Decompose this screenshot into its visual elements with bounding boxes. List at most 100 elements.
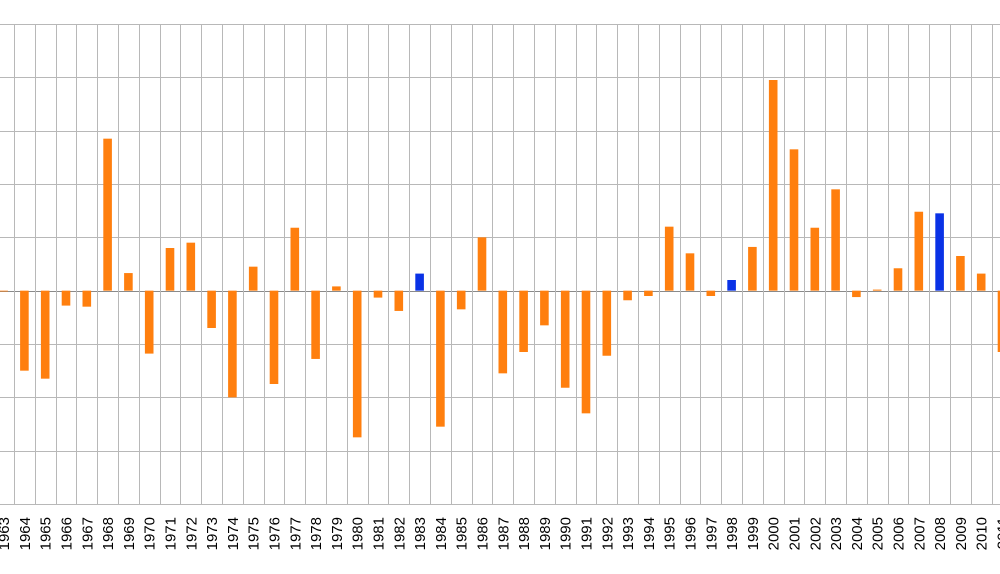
bar-1997 [706, 290, 716, 296]
bar-1988 [519, 290, 528, 352]
bar-2011 [997, 290, 1000, 352]
bar-1992 [602, 290, 612, 356]
bar-1975 [248, 266, 258, 291]
x-tick-label-1981: 1981 [371, 517, 388, 550]
x-tick-label-1969: 1969 [121, 517, 138, 550]
bar-1998 [727, 280, 736, 291]
x-tick-label-1985: 1985 [454, 517, 471, 550]
bar-2008 [935, 213, 944, 291]
x-tick-label-1970: 1970 [142, 517, 159, 550]
x-tick-label-1964: 1964 [17, 517, 34, 550]
x-tick-labels: 1963 1964 1965 1966 1967 1968 1969 1970 1971 1972… [0, 517, 1000, 550]
bar-1982 [394, 290, 404, 311]
bar-1993 [623, 290, 632, 301]
bar-2004 [852, 290, 861, 298]
bar-1999 [748, 246, 757, 291]
bar-1963 [0, 290, 8, 292]
x-tick-label-1999: 1999 [745, 517, 762, 550]
x-tick-label-2009: 2009 [953, 517, 970, 550]
x-tick-label-1963: 1963 [0, 517, 13, 550]
x-tick-label-1980: 1980 [350, 517, 367, 550]
vertical-gridlines [14, 24, 993, 504]
x-tick-label-1984: 1984 [433, 517, 450, 550]
x-tick-label-1992: 1992 [599, 517, 616, 550]
x-tick-label-2008: 2008 [932, 517, 949, 550]
x-tick-label-1994: 1994 [641, 517, 658, 550]
bar-1974 [228, 290, 237, 398]
bar-1968 [103, 138, 112, 291]
x-tick-label-1974: 1974 [225, 517, 242, 550]
x-tick-label-1977: 1977 [287, 517, 304, 550]
x-tick-label-1995: 1995 [662, 517, 679, 550]
x-tick-label-2000: 2000 [766, 517, 783, 550]
bar-2007 [914, 211, 924, 291]
bar-1972 [186, 242, 196, 291]
bar-series [0, 80, 1000, 438]
x-tick-label-1971: 1971 [163, 517, 180, 550]
bar-1964 [20, 290, 29, 371]
bar-1995 [664, 226, 674, 291]
x-tick-label-2002: 2002 [807, 517, 824, 550]
bar-1973 [207, 290, 216, 328]
bar-1984 [436, 290, 445, 427]
x-tick-label-1990: 1990 [558, 517, 575, 550]
x-tick-label-1997: 1997 [703, 517, 720, 550]
bar-1980 [352, 290, 362, 438]
bar-1981 [373, 290, 383, 298]
x-tick-label-1991: 1991 [579, 517, 596, 550]
bar-1966 [61, 290, 71, 306]
bar-1991 [581, 290, 591, 414]
x-tick-label-2005: 2005 [870, 517, 887, 550]
bar-2000 [768, 80, 778, 291]
x-tick-label-1972: 1972 [183, 517, 200, 550]
bar-1986 [477, 237, 487, 291]
bar-2001 [789, 149, 799, 291]
x-tick-label-2003: 2003 [828, 517, 845, 550]
bar-1970 [144, 290, 154, 354]
bar-2006 [893, 268, 903, 291]
bar-1971 [165, 248, 175, 291]
bar-2010 [976, 273, 986, 291]
bar-2005 [872, 289, 882, 291]
bar-1994 [644, 290, 653, 296]
x-tick-label-1989: 1989 [537, 517, 554, 550]
bar-2002 [810, 227, 820, 291]
x-tick-label-2001: 2001 [787, 517, 804, 550]
x-tick-label-2004: 2004 [849, 517, 866, 550]
bar-1996 [685, 253, 695, 291]
x-tick-label-2010: 2010 [974, 517, 991, 550]
bar-1965 [40, 290, 50, 379]
bar-1979 [332, 286, 341, 291]
x-tick-label-1975: 1975 [246, 517, 263, 550]
bar-1987 [498, 290, 508, 374]
bar-1990 [560, 290, 570, 388]
x-tick-label-1982: 1982 [391, 517, 408, 550]
x-tick-label-2007: 2007 [911, 517, 928, 550]
x-tick-label-1998: 1998 [724, 517, 741, 550]
x-tick-label-1996: 1996 [683, 517, 700, 550]
x-tick-label-1973: 1973 [204, 517, 221, 550]
x-tick-label-1988: 1988 [516, 517, 533, 550]
bar-1989 [540, 290, 549, 326]
bar-1977 [290, 227, 300, 291]
bar-1983 [415, 273, 424, 291]
x-tick-label-1979: 1979 [329, 517, 346, 550]
x-tick-label-1978: 1978 [308, 517, 325, 550]
x-tick-label-1976: 1976 [267, 517, 284, 550]
bar-1967 [82, 290, 92, 307]
x-tick-label-1968: 1968 [100, 517, 117, 550]
x-tick-label-1965: 1965 [38, 517, 55, 550]
x-tick-label-2011: 2011 [995, 517, 1000, 549]
horizontal-gridlines [0, 24, 1000, 505]
x-tick-label-1987: 1987 [495, 517, 512, 550]
bar-2003 [831, 189, 840, 291]
x-tick-label-1993: 1993 [620, 517, 637, 550]
x-tick-label-1983: 1983 [412, 517, 429, 550]
x-tick-label-1966: 1966 [59, 517, 76, 550]
x-tick-label-1986: 1986 [475, 517, 492, 550]
bar-1985 [456, 290, 466, 310]
bar-1976 [269, 290, 279, 384]
x-tick-label-2006: 2006 [891, 517, 908, 550]
bar-1978 [311, 290, 320, 359]
